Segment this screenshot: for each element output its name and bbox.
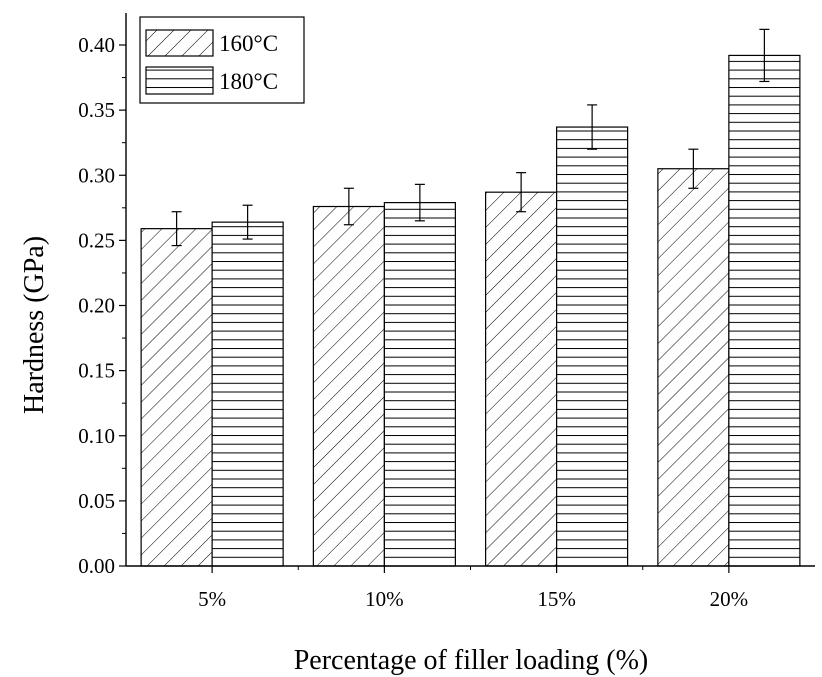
error-bar-160c-1 [171, 211, 182, 247]
y-tick-label-1: 0.05 [78, 489, 115, 513]
error-bar-160c-4 [688, 148, 699, 189]
y-tick-label-6: 0.30 [78, 163, 115, 187]
error-bar-180c-3 [587, 104, 598, 150]
bar-160c-2 [312, 205, 385, 567]
bar-180c-2 [383, 202, 456, 567]
bar-180c-1 [211, 221, 284, 567]
y-tick-label-0: 0.00 [78, 554, 115, 578]
error-bar-180c-4 [759, 28, 770, 83]
y-axis: 0.00 0.05 0.10 0.15 0.20 0.25 0.30 0.35 0.40 [78, 13, 127, 578]
y-tick-label-3: 0.15 [78, 359, 115, 383]
y-tick-label-5: 0.25 [78, 228, 115, 252]
y-tick-label-2: 0.10 [78, 424, 115, 448]
x-tick-label-3: 15% [537, 587, 576, 611]
bar-180c-4 [728, 54, 801, 567]
legend-swatch-160c [145, 29, 214, 57]
x-tick-label-2: 10% [365, 587, 404, 611]
error-bar-180c-1 [242, 204, 253, 240]
bar-160c-3 [485, 191, 558, 567]
bar-160c-1 [140, 228, 213, 567]
legend: 160°C 180°C [139, 16, 305, 104]
legend-label-160c: 160°C [219, 31, 278, 56]
x-tick-label-4: 20% [710, 587, 749, 611]
bar-160c-4 [657, 168, 730, 567]
bars-layer [140, 54, 801, 567]
error-bar-180c-2 [414, 183, 425, 222]
y-tick-label-7: 0.35 [78, 98, 115, 122]
bar-180c-3 [556, 126, 629, 567]
y-tick-label-8: 0.40 [78, 33, 115, 57]
y-axis-title: Hardness (GPa) [19, 236, 50, 414]
x-axis: 5% 10% 15% 20% [126, 565, 815, 611]
error-bar-160c-2 [343, 187, 354, 226]
legend-swatch-180c [145, 66, 214, 95]
error-bars-layer [171, 28, 770, 247]
x-axis-title: Percentage of filler loading (%) [294, 645, 649, 676]
x-tick-label-1: 5% [198, 587, 226, 611]
y-tick-label-4: 0.20 [78, 294, 115, 318]
legend-label-180c: 180°C [219, 69, 278, 94]
error-bar-160c-3 [516, 172, 527, 213]
